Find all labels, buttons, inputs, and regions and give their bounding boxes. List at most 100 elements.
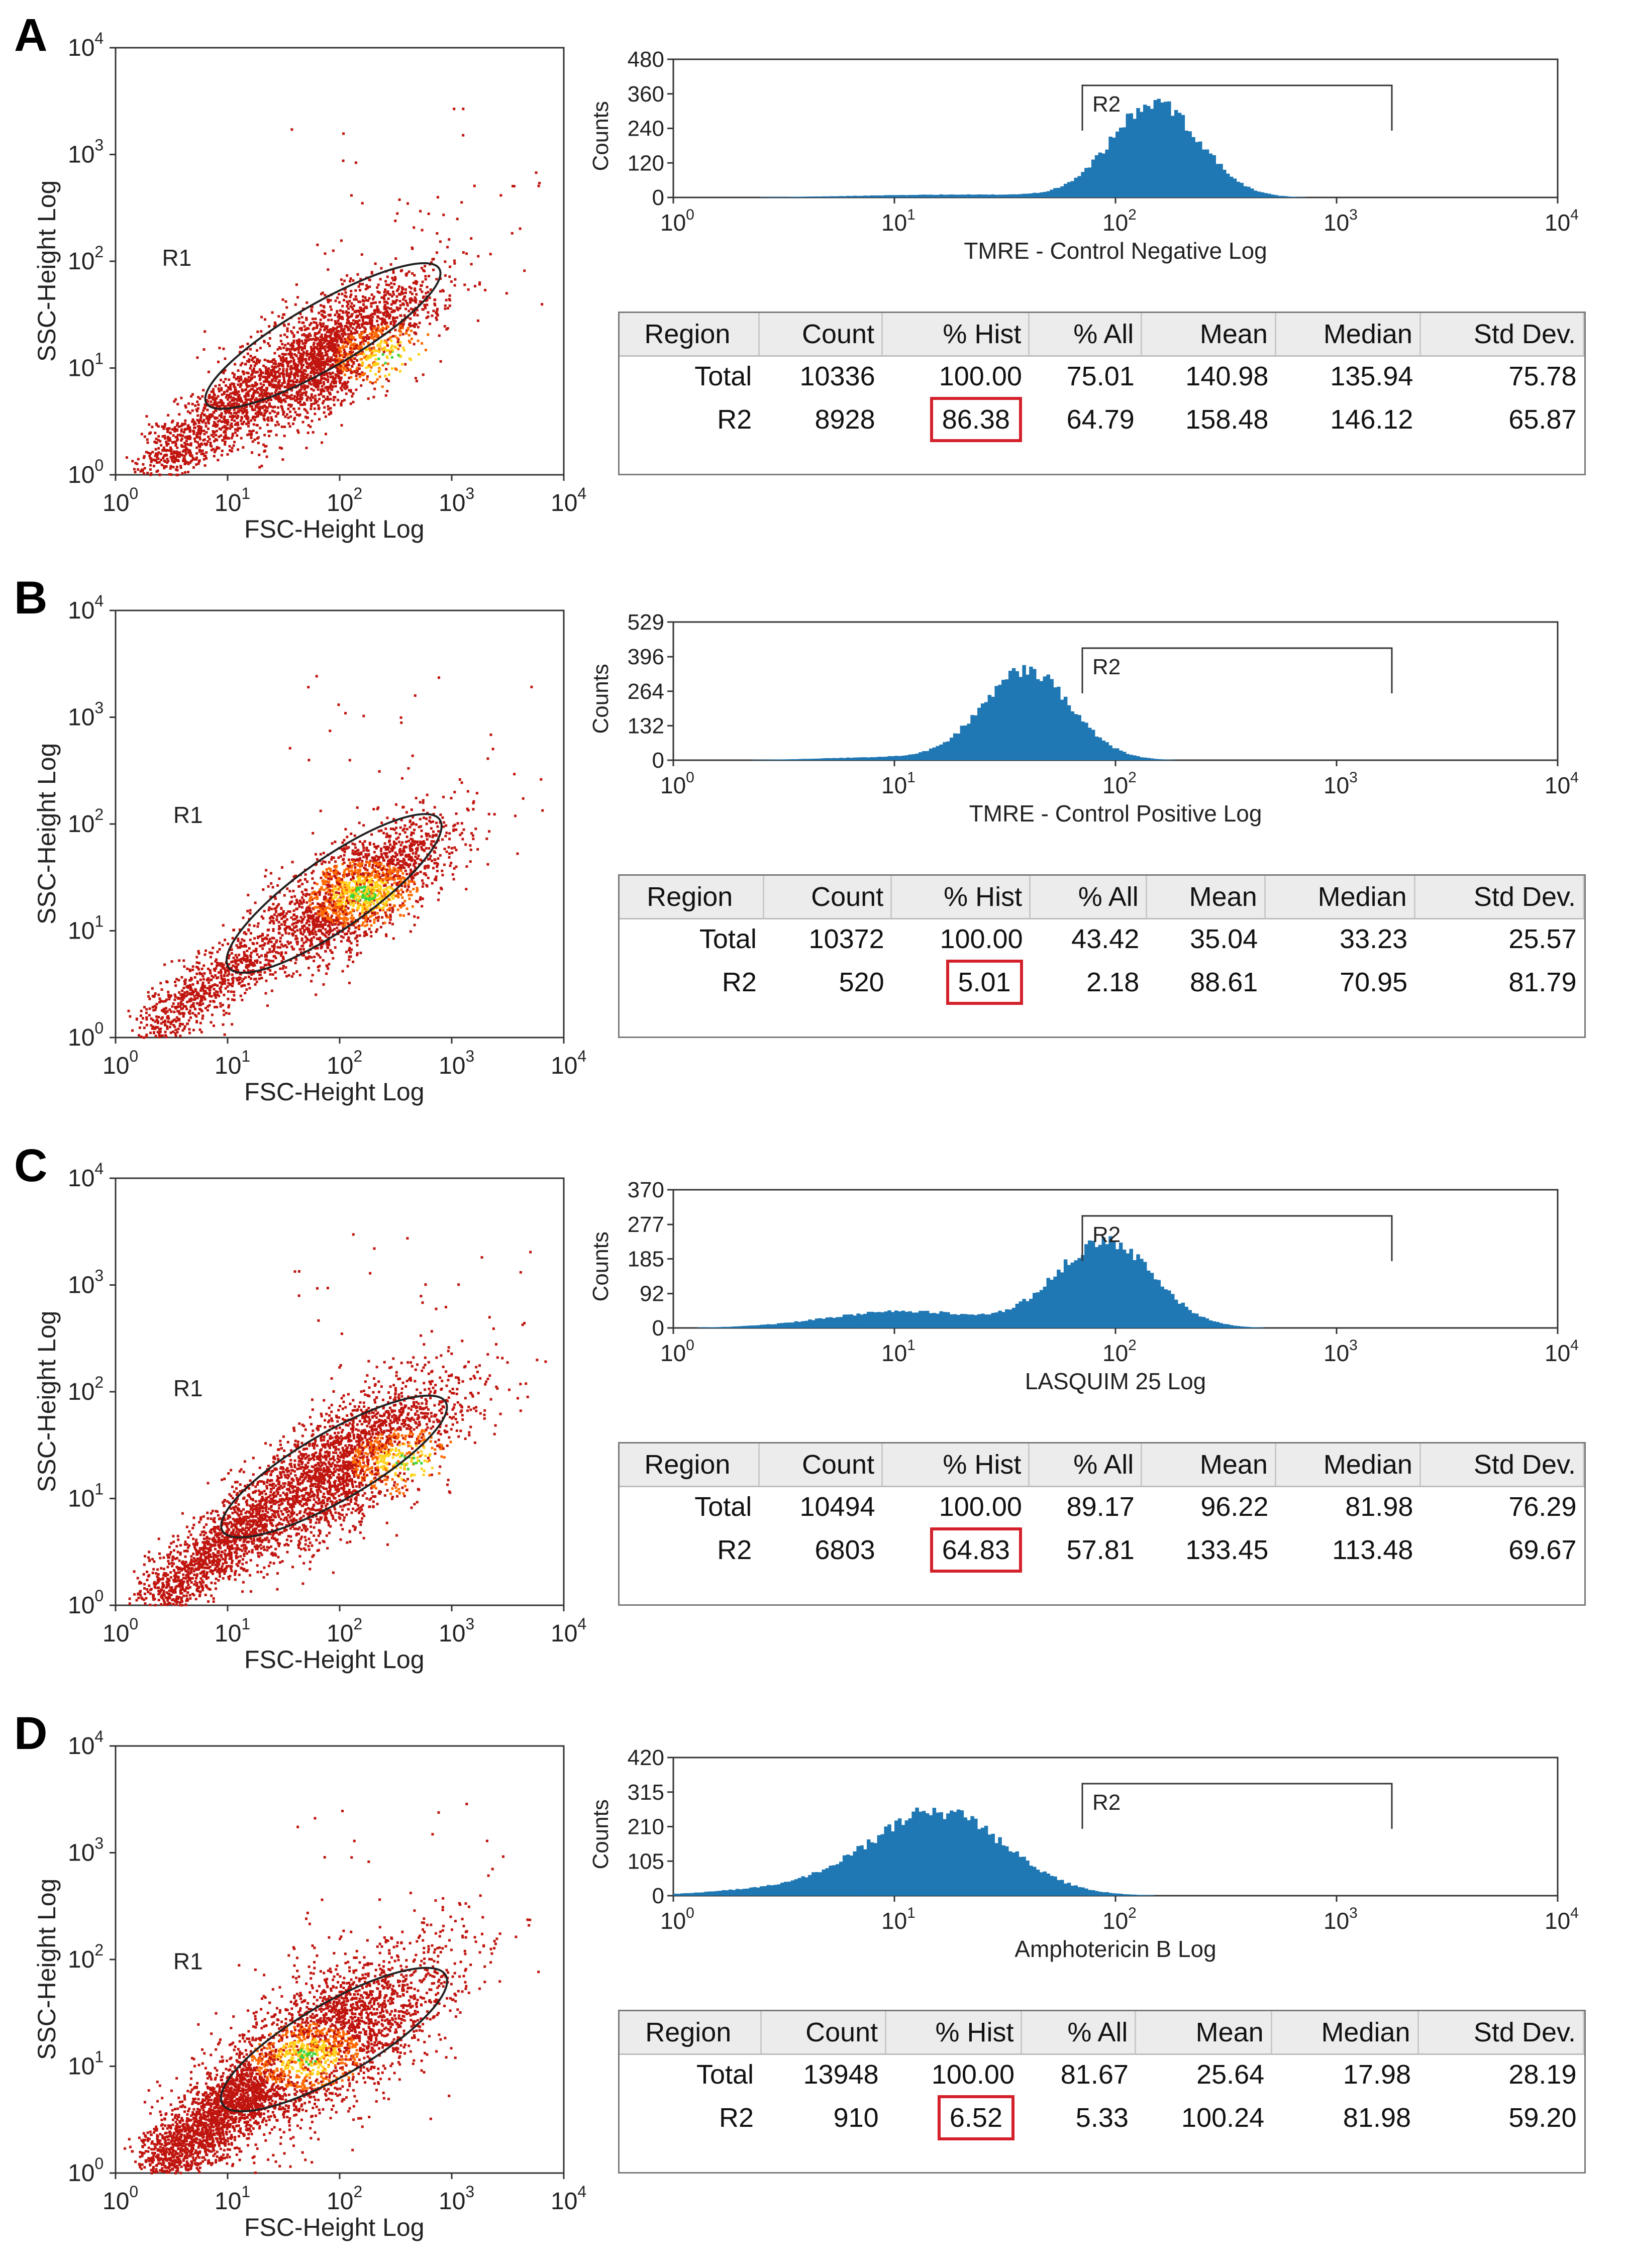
panel-a: A R1 100 100 101 101 102 102 103 103 104 104 FSC-Hei… (0, 0, 1626, 568)
column-header[interactable]: % Hist (885, 2011, 1023, 2055)
gate-r2-bracket (1081, 1783, 1393, 1829)
column-header[interactable]: Region (620, 876, 765, 919)
histogram-y-tick: 480 (628, 47, 664, 72)
histogram-frame (672, 621, 1559, 761)
column-header[interactable]: Region (620, 2011, 762, 2055)
column-header[interactable]: Count (759, 313, 883, 357)
highlighted-hist-percent: 5.01 (946, 960, 1023, 1005)
histogram-y-tick: 185 (628, 1247, 664, 1272)
x-tick-label: 102 (327, 1047, 362, 1079)
histogram-x-tick: 104 (1545, 207, 1579, 236)
scatter-x-label: FSC-Height Log (244, 515, 425, 543)
x-tick-label: 101 (215, 1047, 250, 1079)
table-cell: 33.23 (1340, 924, 1408, 954)
column-header[interactable]: % All (1029, 1444, 1143, 1487)
y-tick-label: 102 (68, 243, 104, 275)
column-header[interactable]: % Hist (882, 313, 1030, 357)
table-row: R2 6803 64.83 57.81 133.45 113.48 69.67 (620, 1526, 1584, 1574)
x-tick-label: 102 (327, 2183, 362, 2215)
y-tick-label: 102 (68, 805, 104, 838)
histogram-x-tick: 102 (1102, 1905, 1137, 1934)
histogram-bars (697, 1236, 1265, 1328)
scatter-x-label: FSC-Height Log (244, 1078, 425, 1106)
column-header[interactable]: Count (759, 1444, 883, 1487)
column-header[interactable]: % All (1030, 876, 1147, 919)
histogram-x-tick: 103 (1324, 1905, 1358, 1934)
table-cell: 81.98 (1345, 1492, 1413, 1522)
column-header[interactable]: % All (1029, 313, 1143, 357)
table-row: Total 10494 100.00 89.17 96.22 81.98 76.29 (620, 1487, 1584, 1527)
y-tick-label: 100 (68, 1019, 104, 1051)
scatter-dots (125, 108, 544, 476)
table-cell: 88.61 (1190, 967, 1258, 997)
column-header[interactable]: Region (620, 313, 760, 357)
gate-r1 (225, 813, 443, 974)
panel-letter: B (14, 572, 48, 624)
column-header[interactable]: Mean (1146, 876, 1266, 919)
column-header[interactable]: Std Dev. (1414, 876, 1585, 919)
y-tick-label: 103 (68, 699, 104, 731)
column-header[interactable]: % Hist (882, 1444, 1030, 1487)
y-tick-label: 104 (68, 592, 104, 624)
table-cell: 6803 (815, 1535, 875, 1565)
histogram-x-tick: 103 (1324, 769, 1358, 798)
column-header[interactable]: % All (1021, 2011, 1137, 2055)
panel-letter: C (14, 1140, 48, 1191)
table-cell: 158.48 (1185, 404, 1269, 435)
histogram-y-tick: 0 (652, 748, 664, 773)
table-cell: 25.64 (1196, 2059, 1265, 2090)
column-header[interactable]: Median (1265, 876, 1415, 919)
table-cell: 86.38 (882, 396, 1029, 443)
table-cell: 100.24 (1181, 2103, 1265, 2133)
scatter-dots (127, 675, 544, 1039)
histogram-frame (672, 58, 1559, 198)
column-header[interactable]: Mean (1141, 1444, 1276, 1487)
column-header[interactable]: Median (1271, 2011, 1419, 2055)
table-header-row: Region Count% Hist% All Mean Median Std Dev. (620, 2011, 1585, 2055)
column-header[interactable]: Count (763, 876, 892, 919)
y-tick-label: 103 (68, 136, 104, 168)
x-tick-label: 104 (551, 1615, 586, 1647)
column-header[interactable]: Median (1275, 313, 1421, 357)
histogram-y-tick: 370 (628, 1178, 664, 1202)
column-header[interactable]: Median (1275, 1444, 1421, 1487)
y-tick-label: 101 (68, 1480, 104, 1512)
x-tick-label: 101 (215, 2183, 250, 2215)
column-header[interactable]: Std Dev. (1418, 2011, 1585, 2055)
x-tick-label: 103 (439, 1047, 474, 1079)
table-cell: 25.57 (1508, 924, 1577, 954)
histogram-x-tick: 100 (660, 769, 694, 798)
x-tick-label: 100 (103, 484, 138, 517)
y-tick-label: 104 (68, 1727, 104, 1760)
column-header[interactable]: % Hist (891, 876, 1031, 919)
column-header[interactable]: Region (620, 1444, 760, 1487)
highlighted-hist-percent: 86.38 (930, 397, 1022, 442)
column-header[interactable]: Std Dev. (1420, 1444, 1585, 1487)
table-cell: 81.79 (1508, 967, 1577, 997)
table-cell: Total (694, 361, 752, 391)
table-header-row: Region Count% Hist% All Mean Median Std Dev. (620, 313, 1585, 357)
table-cell: 76.29 (1508, 1492, 1577, 1522)
column-header[interactable]: Std Dev. (1420, 313, 1585, 357)
x-tick-label: 101 (215, 484, 250, 517)
column-header[interactable]: Mean (1135, 2011, 1272, 2055)
column-header[interactable]: Count (761, 2011, 887, 2055)
histogram-y-tick: 420 (628, 1745, 664, 1770)
table-cell: 8928 (815, 404, 875, 435)
x-tick-label: 100 (103, 1047, 138, 1079)
column-header[interactable]: Mean (1141, 313, 1276, 357)
x-tick-label: 102 (327, 484, 362, 517)
table-cell: 135.94 (1330, 361, 1413, 391)
table-cell: 65.87 (1508, 404, 1577, 435)
scatter-frame (115, 609, 565, 1039)
histogram-y-tick: 105 (628, 1849, 664, 1874)
y-tick-label: 102 (68, 1373, 104, 1405)
histogram-bars (759, 98, 1306, 197)
table-cell: 910 (833, 2103, 879, 2133)
histogram-y-tick: 0 (652, 185, 664, 210)
table-cell: 69.67 (1508, 1535, 1577, 1565)
table-cell: 81.98 (1343, 2103, 1411, 2133)
